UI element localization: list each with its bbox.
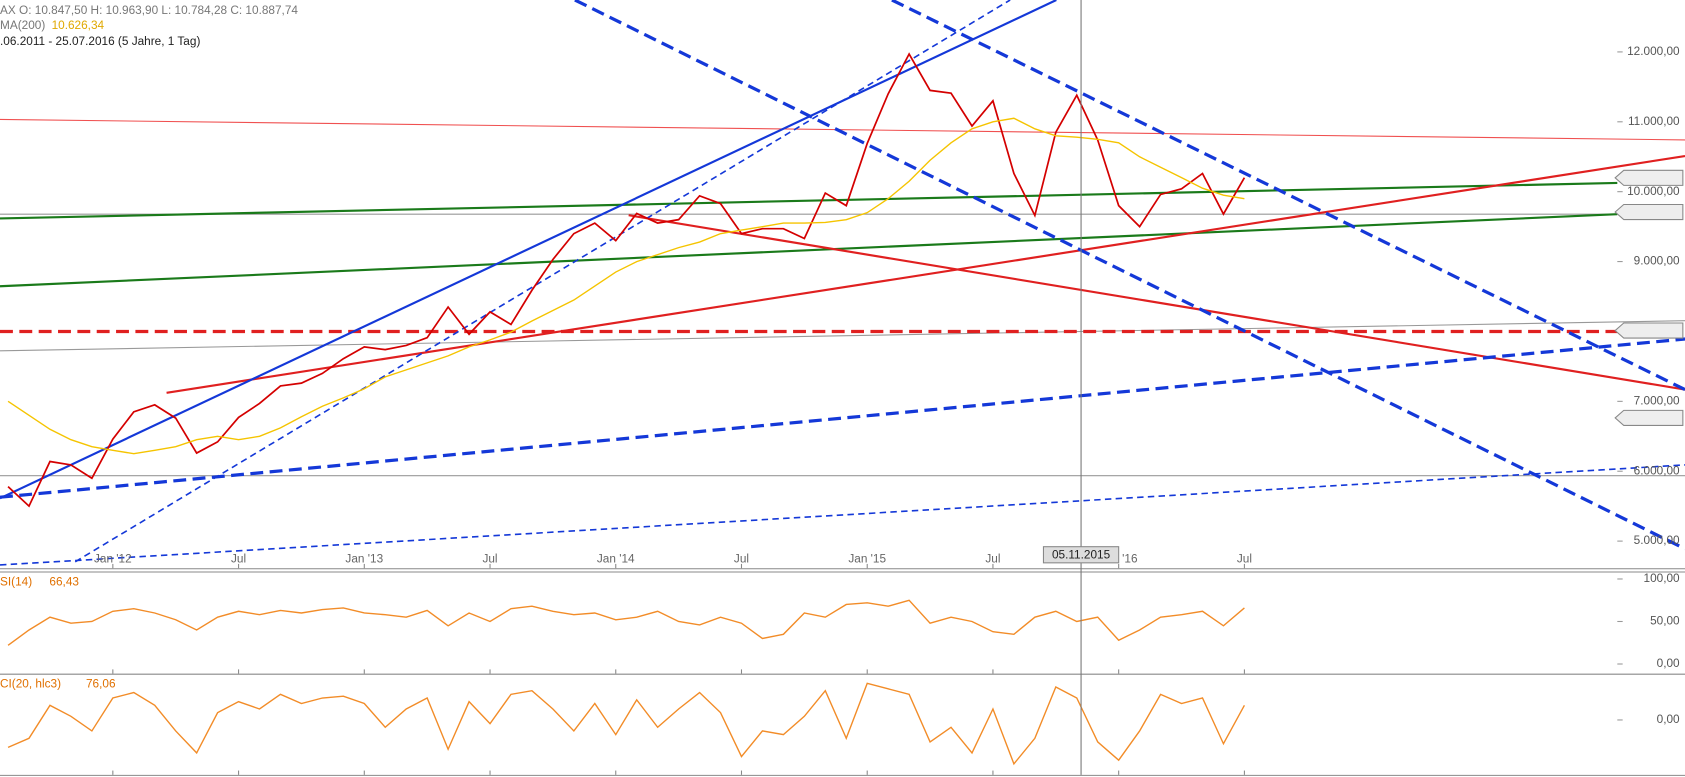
price-tag (1614, 169, 1684, 186)
x-tick-label: Jul (985, 552, 1000, 566)
y-tick-label: 11.000,00 (1628, 114, 1680, 128)
trend-line (0, 0, 1057, 500)
y-tick-label: 9.000,00 (1634, 254, 1680, 268)
price-line (7, 52, 1246, 508)
y-tick-label: 5.000,00 (1634, 533, 1680, 547)
trend-line (0, 213, 1618, 288)
x-tick-label: Jul (734, 552, 749, 566)
y-tick-label: 0,00 (1657, 712, 1680, 726)
trend-lines (0, 0, 1685, 566)
x-tick-label: Jan '13 (345, 552, 383, 566)
ma-line (7, 117, 1245, 455)
trend-line (574, 0, 1685, 551)
crosshair-box (1042, 546, 1120, 564)
crosshair-label: 05.11.2015 (1052, 547, 1111, 561)
x-tick-label: Jul (1237, 552, 1252, 566)
rsi-title: SI(14) (0, 574, 32, 588)
panel-frames (0, 568, 1685, 776)
y-tick-label: 12.000,00 (1627, 44, 1680, 58)
ma-value: 10.626,34 (52, 18, 105, 32)
x-tick-label: Jul (482, 552, 497, 566)
y-tick-label: 7.000,00 (1634, 393, 1680, 407)
x-tick-label: Jan '14 (597, 552, 635, 566)
price-panel (0, 0, 1685, 566)
x-tick-label: Jan '15 (848, 552, 886, 566)
y-tick-label: 100,00 (1644, 571, 1681, 585)
price-tag (1614, 203, 1684, 221)
trend-line (0, 320, 1685, 352)
trend-line (628, 214, 1685, 391)
ohlc-header: AX O: 10.847,50 H: 10.963,90 L: 10.784,2… (0, 3, 298, 17)
y-tick-label: 0,00 (1657, 656, 1680, 670)
trend-line (0, 337, 1685, 499)
indicator-line (7, 599, 1245, 646)
indicator-line (7, 682, 1246, 766)
y-tick-label: 50,00 (1650, 614, 1680, 628)
rsi-panel (7, 599, 1245, 646)
ma-legend: MA(200) (0, 18, 45, 32)
cci-title: CI(20, hlc3) (0, 677, 61, 691)
trend-line (0, 181, 1618, 220)
trend-line (0, 118, 1685, 141)
price-tag (1614, 322, 1684, 339)
trend-line (166, 154, 1685, 394)
cci-panel (7, 682, 1246, 766)
cci-value: 76,06 (86, 677, 116, 691)
date-range: .06.2011 - 25.07.2016 (5 Jahre, 1 Tag) (0, 34, 200, 48)
trend-line (891, 0, 1685, 392)
x-tick-label: Jan '12 (94, 552, 132, 566)
y-tick-label: 6.000,00 (1634, 463, 1680, 477)
y-tick-label: 10.000,00 (1627, 184, 1680, 198)
rsi-value: 66,43 (49, 574, 79, 588)
price-tag (1614, 409, 1684, 426)
trend-line (0, 464, 1685, 566)
x-tick-label: Jul (231, 552, 246, 566)
trend-line (74, 0, 1011, 563)
